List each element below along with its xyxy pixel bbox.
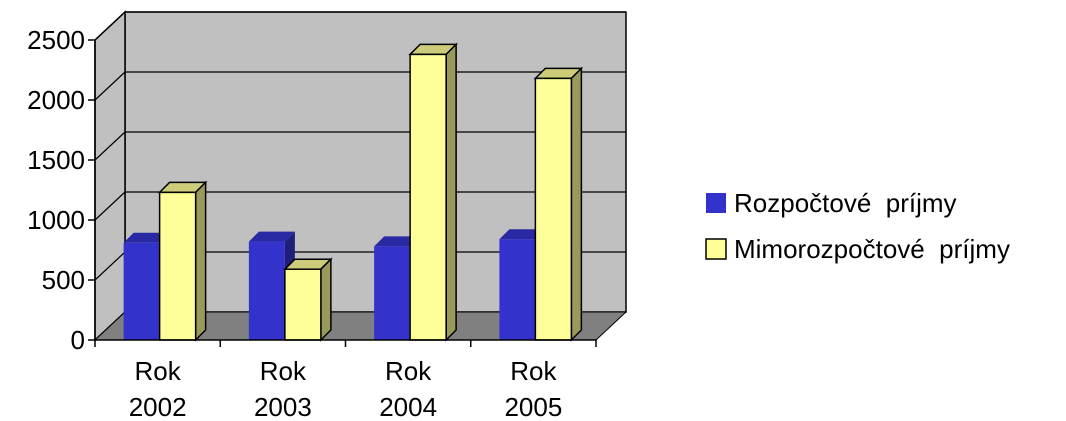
- y-tick-labels: 0 500 1000 1500 2000 2500: [27, 25, 85, 355]
- bar-1-3-side: [570, 66, 583, 342]
- side-wall: [94, 10, 126, 342]
- x-tick-label-line: Rok: [510, 356, 557, 386]
- bar-1-3-front: [534, 77, 573, 341]
- x-tick-label-line: Rok: [135, 356, 182, 386]
- y-tick-label: 1500: [27, 145, 85, 175]
- x-tick-label: Rok 2004: [379, 356, 437, 421]
- x-tick-label: Rok 2005: [504, 356, 562, 421]
- legend: Rozpočtové príjmy Mimorozpočtové príjmy: [705, 188, 1010, 264]
- legend-label-0: Rozpočtové príjmy: [734, 188, 957, 218]
- x-tick-label: Rok 2003: [254, 356, 312, 421]
- x-tick-label-line: 2004: [379, 392, 437, 421]
- x-tick-label: Rok 2002: [129, 356, 187, 421]
- bar-0-1-front: [248, 241, 285, 340]
- gridline: [94, 11, 626, 41]
- y-tick-label: 0: [71, 325, 85, 355]
- bar-1-2: [408, 42, 458, 342]
- y-tick-label: 500: [42, 265, 85, 295]
- bar-1-2-front: [409, 53, 447, 341]
- bar-1-1-side: [320, 257, 332, 342]
- bar-1-1-front: [284, 268, 322, 341]
- x-tick-label-line: 2003: [254, 392, 312, 421]
- bar-0-1-top: [248, 231, 295, 242]
- bar-0-0-top: [123, 232, 170, 243]
- bar-0-3-top: [499, 229, 546, 240]
- x-tick-label-line: Rok: [260, 356, 307, 386]
- bar-1-3: [533, 66, 584, 342]
- legend-label-1: Mimorozpočtové príjmy: [734, 234, 1010, 264]
- legend-swatch-0: [706, 193, 726, 213]
- gridline: [94, 191, 626, 221]
- bar-1-0: [157, 180, 208, 342]
- bar-1-0-front: [158, 191, 197, 341]
- bar-0-3-front: [499, 239, 536, 340]
- gridline: [94, 71, 626, 101]
- x-tick-label-line: 2002: [129, 392, 187, 421]
- bar-1-0-side: [194, 180, 207, 342]
- x-tick-label-line: Rok: [385, 356, 432, 386]
- bar-0-2-top: [374, 236, 421, 247]
- bars: [123, 42, 584, 342]
- legend-swatch-1: [705, 238, 727, 260]
- gridline: [94, 131, 626, 161]
- axes: [88, 39, 597, 347]
- bar-0-2-front: [374, 246, 411, 340]
- x-tick-label-line: 2005: [504, 392, 562, 421]
- x-tick-labels: Rok 2002 Rok 2003 Rok 2004 Rok 2005: [129, 356, 563, 421]
- bar-0-0-front: [123, 242, 160, 340]
- y-tick-label: 2000: [27, 85, 85, 115]
- y-tick-label: 2500: [27, 25, 85, 55]
- y-tick-label: 1000: [27, 205, 85, 235]
- bar-1-1: [283, 257, 333, 342]
- bar-1-2-side: [445, 42, 457, 342]
